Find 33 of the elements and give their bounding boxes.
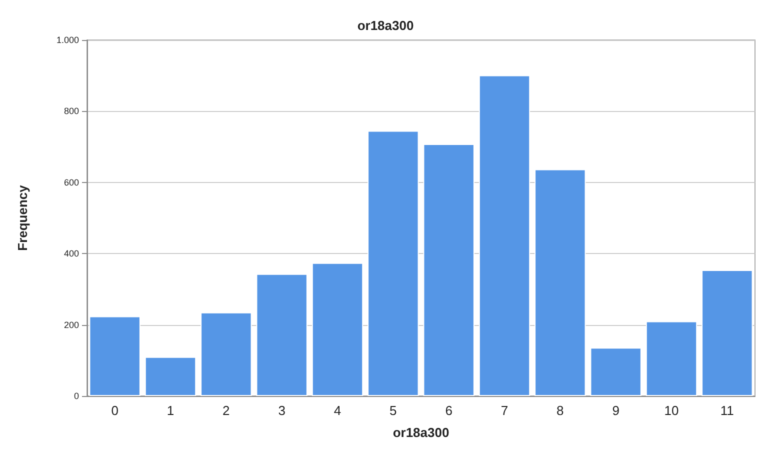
y-tick-label: 400 <box>64 248 79 259</box>
y-tick-label: 0 <box>74 391 79 401</box>
bar <box>200 312 252 396</box>
x-tick-label: 10 <box>664 403 679 418</box>
x-tick-label: 11 <box>720 403 734 418</box>
bar <box>368 130 419 396</box>
bar <box>144 356 196 396</box>
bar <box>423 144 474 396</box>
bar <box>590 348 642 396</box>
bar <box>89 316 140 396</box>
bar <box>312 262 364 396</box>
bar <box>256 274 308 396</box>
x-axis-title: or18a300 <box>392 425 450 440</box>
bar <box>702 270 753 396</box>
y-axis-title: Frequency <box>15 184 30 251</box>
bar <box>534 169 586 396</box>
x-tick-label: 2 <box>222 403 230 418</box>
x-tick-label: 9 <box>612 403 620 418</box>
x-tick-label: 1 <box>166 403 174 418</box>
x-tick-label: 7 <box>500 403 508 418</box>
y-tick-label: 600 <box>64 177 79 188</box>
y-tick-label: 200 <box>64 320 79 330</box>
bar <box>478 75 530 396</box>
x-tick-label: 3 <box>278 403 286 418</box>
y-tick-label: 800 <box>64 106 79 116</box>
x-tick-label: 0 <box>111 403 118 418</box>
x-tick-label: 5 <box>390 403 397 418</box>
x-tick-label: 6 <box>445 403 452 418</box>
x-tick-label: 8 <box>556 403 564 418</box>
y-tick-label: 1.000 <box>56 35 79 45</box>
bar <box>646 321 698 396</box>
chart-title: or18a300 <box>357 18 414 33</box>
x-tick-label: 4 <box>334 403 342 418</box>
